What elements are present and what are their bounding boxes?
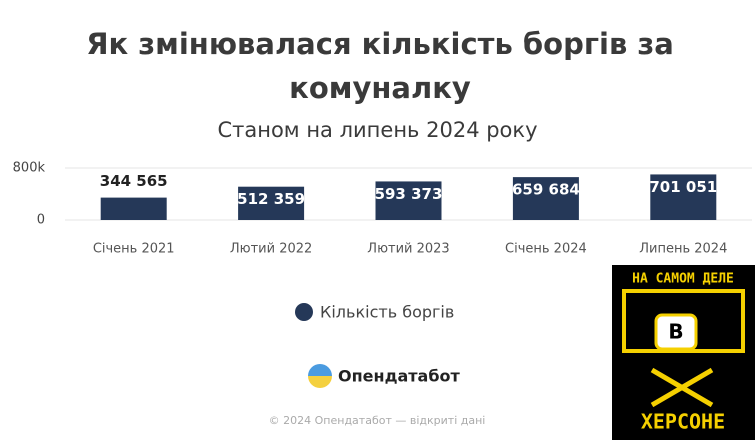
x-tick-label: Січень 2021 [93, 242, 175, 257]
watermark-top: НА САМОМ ДЕЛЕ [632, 272, 734, 287]
bar [650, 174, 717, 220]
bar [375, 181, 442, 220]
chart-title: Як змінювалася кількість боргів за комун… [86, 27, 674, 105]
bar [100, 197, 167, 220]
footer: © 2024 Опендатабот — відкриті дані [269, 414, 486, 427]
data-label: 701 051 [649, 178, 717, 196]
watermark: НА САМОМ ДЕЛЕ В ХЕРСОНЕ [612, 265, 755, 440]
data-label: 512 359 [237, 190, 305, 208]
data-label: 344 565 [100, 172, 168, 190]
watermark-bottom: ХЕРСОНЕ [641, 410, 725, 434]
bar [512, 177, 579, 220]
watermark-badge [654, 313, 698, 351]
y-tick-label: 0 [37, 213, 45, 228]
chart-subtitle: Станом на липень 2024 року [217, 118, 538, 142]
watermark-building [622, 289, 745, 353]
watermark-anchors [650, 367, 714, 408]
watermark-middle: В [668, 320, 683, 344]
legend-marker [295, 303, 313, 321]
data-label: 659 684 [512, 181, 580, 199]
x-tick-label: Лютий 2022 [230, 242, 312, 257]
bar [238, 186, 305, 220]
x-tick-label: Липень 2024 [639, 242, 727, 257]
y-tick-label: 800k [13, 161, 46, 176]
watermark-art: НА САМОМ ДЕЛЕ В ХЕРСОНЕ [622, 272, 745, 434]
x-tick-label: Лютий 2023 [367, 242, 449, 257]
brand-logo [308, 364, 332, 388]
legend-label: Кількість боргів [320, 303, 454, 322]
data-label: 593 373 [375, 185, 443, 203]
x-tick-label: Січень 2024 [505, 242, 587, 257]
brand-name: Опендатабот [338, 367, 461, 386]
